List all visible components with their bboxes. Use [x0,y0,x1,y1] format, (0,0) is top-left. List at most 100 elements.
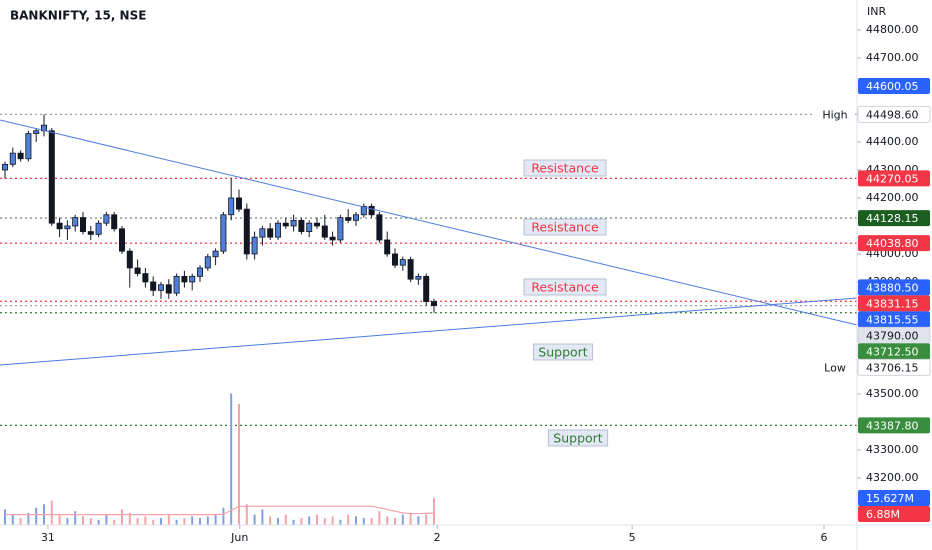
annotation-text: Support [538,345,588,360]
volume-bar [3,509,6,525]
annotation-box [523,278,607,296]
candle-body [352,214,359,221]
candle-body [337,217,344,241]
volume-bar [144,516,147,525]
candle-body [72,217,79,227]
candle-body [243,208,250,255]
volume-bar [300,518,303,525]
volume-bar [409,512,412,525]
y-tick-label: 43500.00 [866,387,919,400]
volume-bar [362,518,365,525]
x-tick-label: 31 [41,531,55,544]
candle-body [423,275,430,302]
volume-bar [128,512,131,525]
candle-body [87,231,94,235]
price-label-box [858,295,930,312]
annotation-text: Resistance [531,161,599,176]
volume-bar [417,516,420,525]
candle-body [157,284,164,291]
candle-body [329,236,336,241]
volume-bar [159,518,162,525]
volume-bar [35,507,38,525]
candle-body [142,273,149,283]
volume-ma-line [4,505,435,516]
y-tick-label: 44400.00 [866,135,919,148]
volume-bar [401,514,404,525]
price-label-box [858,311,930,328]
candle-body [33,130,40,134]
volume-bar [183,518,186,525]
candle-body [118,228,125,252]
volume-bar [269,516,272,525]
candle-body [56,222,63,230]
volume-bar [11,514,14,525]
candle-body [189,275,196,283]
price-label-box [858,77,930,94]
x-tick-label: Jun [230,531,248,544]
candle-body [204,256,211,269]
annotation-box [523,218,607,236]
price-label-box [858,235,930,252]
price-label-box [858,343,930,360]
volume-bar [66,518,69,525]
plot-area: Resistance Resistance Resistance Support Sup… [0,113,858,525]
volume-bar [97,519,100,525]
candle-body [173,275,180,294]
candle-body [79,217,86,232]
volume-bar [58,514,61,525]
volume-bar [339,519,342,525]
price-label-box [857,105,931,123]
candle-body [274,222,281,238]
volume-bar [113,519,116,525]
volume-bar [432,497,435,525]
price-tag: Low [824,361,846,374]
annotation-text: Resistance [531,220,599,235]
candle-body [95,222,102,235]
candle-body [181,275,188,283]
candle-body [126,250,133,269]
volume-bar [253,514,256,525]
candle-body [306,222,313,232]
x-tick-label: 6 [821,531,828,544]
volume-bar [354,516,357,525]
x-tick-label: 2 [434,531,441,544]
volume-bar [167,514,170,525]
annotation-box [523,159,607,177]
candle-body [17,152,24,160]
candle-body [25,133,32,160]
trendline [0,297,858,366]
annotation-text: Support [553,431,603,446]
volume-bar [237,403,240,525]
volume-bar [378,511,381,525]
price-label-box [857,358,931,376]
volume-bar [50,500,53,525]
price-label-box [858,417,930,434]
price-label-text: 43712.50 [866,345,919,358]
volume-bar [206,516,209,525]
candle-body [150,281,157,291]
volume-bar [19,518,22,525]
candle-body [384,239,391,255]
price-tag-box [815,106,855,123]
volume-bar [425,514,428,525]
volume-bar [230,393,233,525]
candle-body [345,217,352,221]
candle-body [298,219,305,232]
y-tick-label: 44200.00 [866,191,919,204]
candle-body [103,214,110,224]
candle-body [313,222,320,227]
volume-bar [245,504,248,525]
volume-bar [191,516,194,525]
price-label-box [858,170,930,187]
annotation-box [547,429,609,447]
price-label-text: 6.88M [866,508,900,521]
candle-body [376,214,383,241]
volume-bar [386,516,389,525]
volume-bar [175,519,178,525]
currency-label: INR [867,5,886,18]
price-label-text: 15.627M [866,492,914,505]
volume-bar [331,516,334,525]
candle-body [267,228,274,238]
